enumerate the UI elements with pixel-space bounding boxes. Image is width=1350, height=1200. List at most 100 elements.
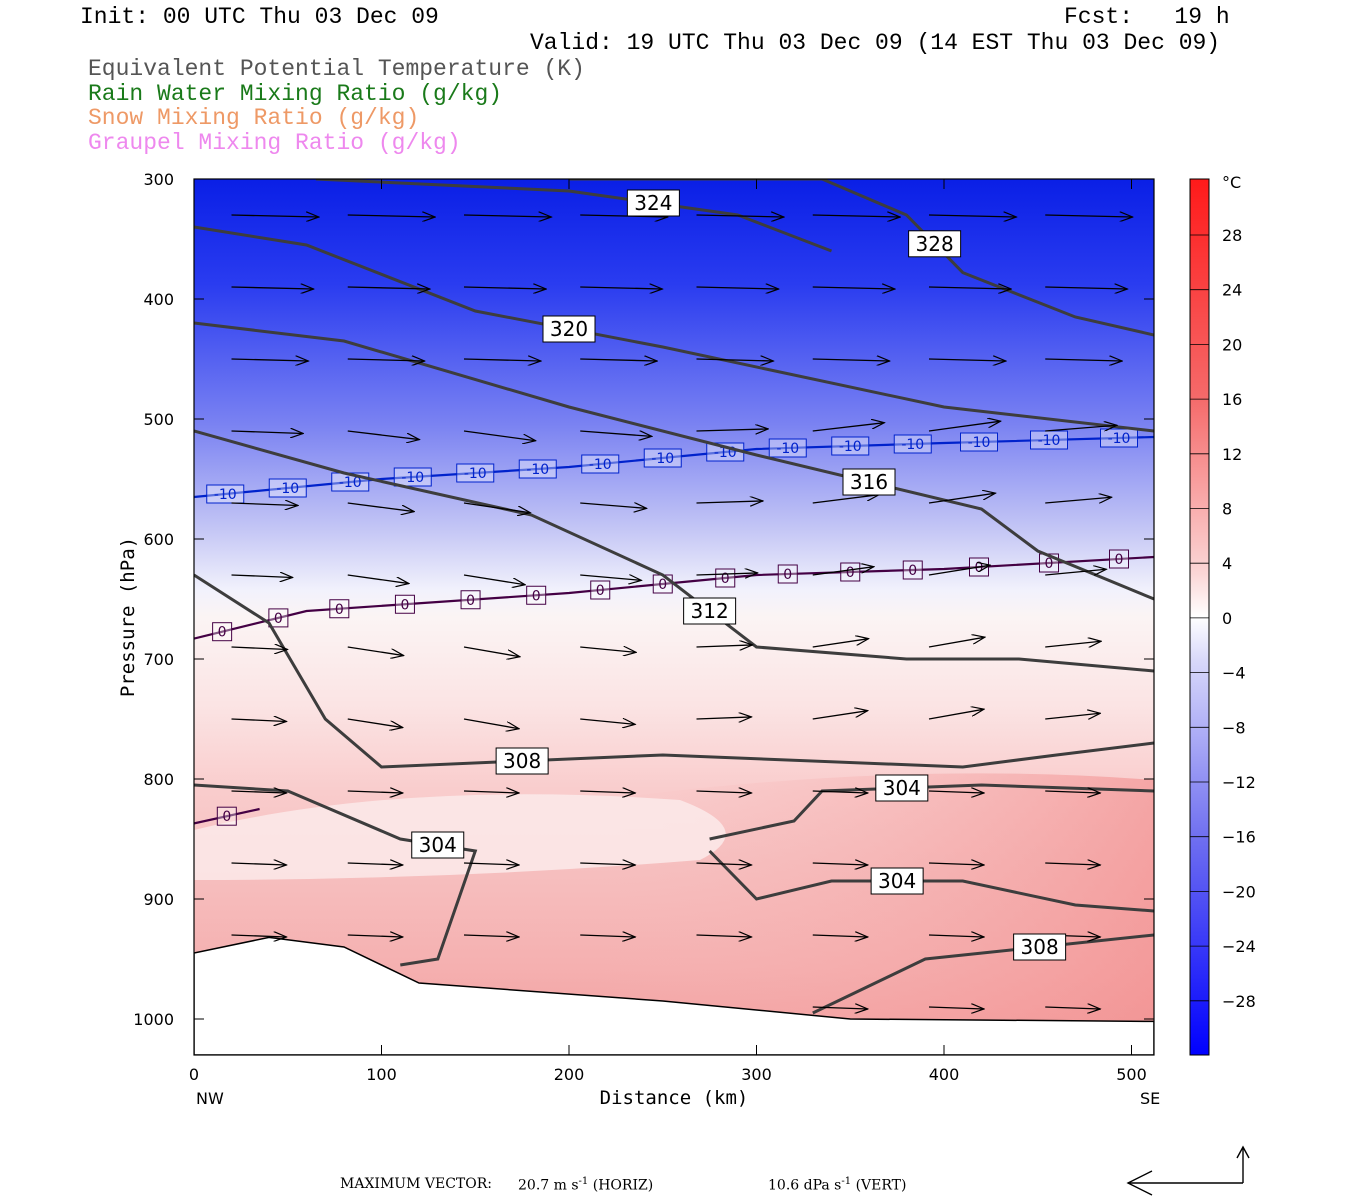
svg-text:-10: -10 — [1038, 433, 1061, 449]
svg-text:0: 0 — [1115, 552, 1124, 568]
wind-vector — [1045, 359, 1122, 361]
svg-text:-10: -10 — [276, 481, 299, 497]
wind-vector — [231, 935, 287, 937]
legend-snow: Snow Mixing Ratio (g/kg) — [88, 105, 420, 131]
max-vector-label: MAXIMUM VECTOR: — [340, 1176, 492, 1192]
temperature-contour-label: -10 — [768, 438, 807, 458]
wind-vector — [696, 863, 752, 865]
wind-vector — [1045, 287, 1127, 289]
svg-text:304: 304 — [878, 869, 916, 893]
wind-vector — [696, 215, 784, 217]
colorbar-tick-label: −28 — [1222, 992, 1256, 1011]
y-tick-label: 900 — [143, 890, 174, 909]
colorbar-tick-label: 4 — [1222, 554, 1232, 573]
wind-vector — [928, 637, 985, 648]
wind-vector — [347, 502, 414, 512]
y-tick-label: 800 — [143, 770, 174, 789]
wind-vector — [928, 863, 984, 865]
temperature-contour-label: 0 — [590, 580, 611, 600]
colorbar-tick-label: 12 — [1222, 445, 1242, 464]
wind-vector — [696, 287, 779, 289]
wind-vector — [231, 287, 314, 289]
wind-vector — [1045, 713, 1100, 720]
temperature-contour-label: -10 — [960, 432, 998, 452]
temperature-contour-label: 0 — [902, 560, 923, 580]
temperature-contour-label: 0 — [715, 568, 736, 588]
x-tick-label: 100 — [366, 1065, 397, 1084]
temperature-contour-label: -10 — [893, 434, 932, 454]
wind-vector — [231, 719, 287, 721]
wind-vector — [812, 215, 900, 217]
wind-vector — [928, 791, 984, 793]
y-axis-label: Pressure (hPa) — [117, 537, 139, 697]
svg-text:304: 304 — [419, 833, 457, 857]
y-tick-label: 400 — [143, 290, 174, 309]
theta-e-contour-label: 304 — [870, 867, 924, 895]
theta-e-contour-label: 328 — [908, 230, 962, 258]
wind-vector — [463, 287, 546, 289]
wind-vector — [1045, 791, 1100, 793]
svg-text:0: 0 — [846, 565, 855, 581]
wind-vector — [1045, 215, 1132, 217]
temperature-contour-label: -10 — [581, 454, 620, 474]
wind-vector — [580, 935, 635, 937]
wind-vector — [696, 573, 758, 575]
max-vert-value: 10.6 dPa s-1 (VERT) — [768, 1176, 907, 1194]
x-end-label-left: NW — [196, 1089, 224, 1108]
wind-vector — [812, 935, 868, 937]
temperature-contour-label: -10 — [831, 436, 870, 456]
svg-text:0: 0 — [721, 571, 730, 587]
svg-text:0: 0 — [596, 583, 605, 599]
wind-vector — [231, 647, 288, 649]
svg-text:320: 320 — [550, 317, 588, 341]
svg-text:304: 304 — [883, 776, 921, 800]
wind-vector — [696, 501, 763, 503]
svg-text:-10: -10 — [589, 457, 612, 473]
colorbar-tick-label: 20 — [1222, 335, 1242, 354]
x-tick-label: 200 — [554, 1065, 585, 1084]
wind-vector — [696, 935, 752, 937]
wind-vector — [1045, 425, 1117, 432]
wind-vector — [580, 503, 646, 508]
svg-text:-10: -10 — [464, 466, 487, 482]
terrain — [194, 936, 1154, 1055]
svg-text:0: 0 — [466, 593, 475, 609]
x-tick-label: 500 — [1116, 1065, 1147, 1084]
svg-text:-10: -10 — [526, 462, 549, 478]
wind-vector — [580, 430, 652, 436]
legend-graupel: Graupel Mixing Ratio (g/kg) — [88, 130, 461, 156]
wind-vector — [231, 359, 309, 361]
temperature-contour — [194, 435, 1154, 499]
wind-vector — [347, 863, 403, 865]
svg-text:308: 308 — [1021, 935, 1059, 959]
wind-vector — [1045, 569, 1106, 576]
colorbar-unit: °C — [1222, 173, 1241, 192]
wind-vector — [347, 935, 403, 937]
temperature-contour-label: 0 — [216, 806, 237, 826]
wind-vector — [928, 421, 1001, 432]
x-axis-label: Distance (km) — [600, 1087, 749, 1109]
wind-vector — [463, 574, 525, 585]
wind-vector — [463, 646, 520, 657]
theta-e-contour-label: 324 — [626, 189, 680, 217]
reference-vector — [1126, 1145, 1250, 1196]
temperature-contour-label: -10 — [518, 459, 557, 479]
max-horiz-value: 20.7 m s-1 (HORIZ) — [518, 1176, 654, 1194]
y-tick-label: 300 — [143, 170, 174, 189]
svg-text:308: 308 — [503, 749, 541, 773]
plot-frame — [193, 178, 1155, 1056]
wind-vector — [696, 645, 753, 647]
wind-vector — [347, 359, 425, 361]
wind-vector — [1045, 1007, 1100, 1009]
wind-vector — [812, 567, 874, 576]
colorbar-tick-label: 0 — [1222, 609, 1232, 628]
colorbar-tick-label: −12 — [1222, 773, 1256, 792]
temperature-contour-label: -10 — [393, 467, 432, 487]
wind-vector — [1045, 497, 1111, 504]
wind-vector — [580, 575, 641, 580]
wind-vector — [812, 639, 869, 648]
wind-vector — [696, 791, 752, 793]
wind-vector — [347, 574, 409, 584]
wind-vector — [812, 423, 885, 432]
